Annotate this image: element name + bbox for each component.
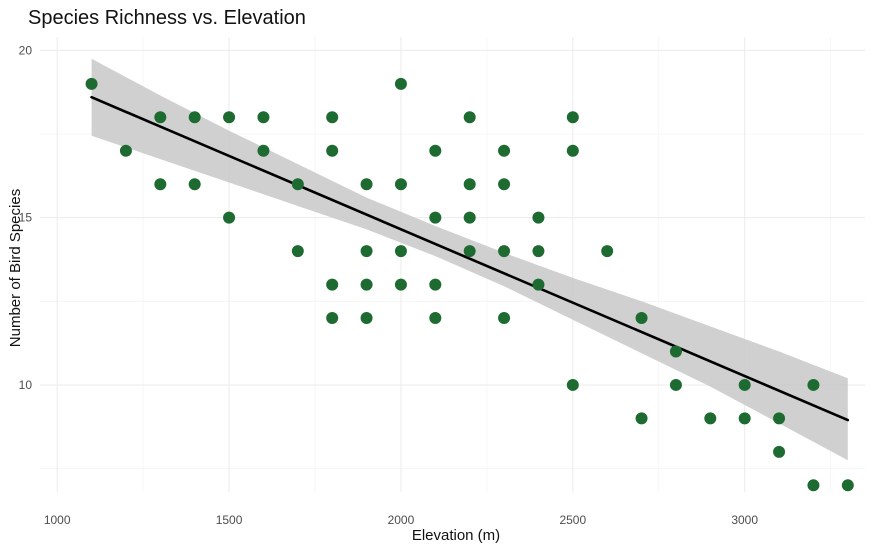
data-point	[807, 378, 820, 391]
data-point	[498, 178, 511, 191]
data-points	[85, 77, 854, 492]
data-point	[463, 211, 476, 224]
data-point	[498, 312, 511, 325]
data-point	[532, 278, 545, 291]
data-point	[498, 144, 511, 157]
data-point	[291, 178, 304, 191]
data-point	[532, 211, 545, 224]
data-point	[429, 278, 442, 291]
data-point	[532, 245, 545, 258]
data-point	[360, 312, 373, 325]
data-point	[773, 445, 786, 458]
trend-line-layer	[90, 95, 850, 422]
data-point	[326, 111, 339, 124]
data-point	[704, 412, 717, 425]
data-point	[566, 111, 579, 124]
data-point	[257, 111, 270, 124]
data-point	[394, 178, 407, 191]
x-axis-title: Elevation (m)	[412, 527, 500, 544]
trend-line	[90, 95, 850, 422]
data-point	[429, 144, 442, 157]
data-point	[154, 111, 167, 124]
data-point	[291, 245, 304, 258]
data-point	[635, 312, 648, 325]
data-point	[738, 412, 751, 425]
data-point	[188, 111, 201, 124]
y-tick-label: 10	[19, 378, 33, 392]
x-axis-tick-labels: 1000 1500 2000 2500 3000	[44, 513, 759, 527]
data-point	[566, 378, 579, 391]
data-point	[85, 77, 98, 90]
data-point	[463, 178, 476, 191]
data-point	[394, 77, 407, 90]
x-tick-label: 1000	[44, 513, 71, 527]
data-point	[463, 111, 476, 124]
y-tick-label: 15	[19, 211, 33, 225]
data-point	[841, 479, 854, 492]
data-point	[669, 378, 682, 391]
x-tick-label: 3000	[731, 513, 758, 527]
data-point	[669, 345, 682, 358]
data-point	[463, 245, 476, 258]
data-point	[188, 178, 201, 191]
data-point	[429, 211, 442, 224]
data-point	[326, 144, 339, 157]
data-point	[119, 144, 132, 157]
data-point	[566, 144, 579, 157]
y-axis-tick-labels: 10 15 20	[19, 43, 33, 392]
data-point	[154, 178, 167, 191]
data-point	[360, 178, 373, 191]
data-point	[601, 245, 614, 258]
data-point	[498, 245, 511, 258]
chart-title: Species Richness vs. Elevation	[28, 7, 306, 29]
data-point	[429, 312, 442, 325]
data-point	[773, 412, 786, 425]
data-point	[257, 144, 270, 157]
data-point	[360, 245, 373, 258]
data-point	[223, 211, 236, 224]
x-tick-label: 2000	[388, 513, 415, 527]
data-point	[326, 278, 339, 291]
data-point	[738, 378, 751, 391]
data-point	[394, 278, 407, 291]
data-point	[635, 412, 648, 425]
y-axis-title: Number of Bird Species	[7, 189, 24, 347]
data-point	[394, 245, 407, 258]
data-point	[807, 479, 820, 492]
y-tick-label: 20	[19, 43, 33, 57]
x-tick-label: 2500	[559, 513, 586, 527]
x-tick-label: 1500	[216, 513, 243, 527]
data-point	[360, 278, 373, 291]
data-point	[223, 111, 236, 124]
data-point	[326, 312, 339, 325]
